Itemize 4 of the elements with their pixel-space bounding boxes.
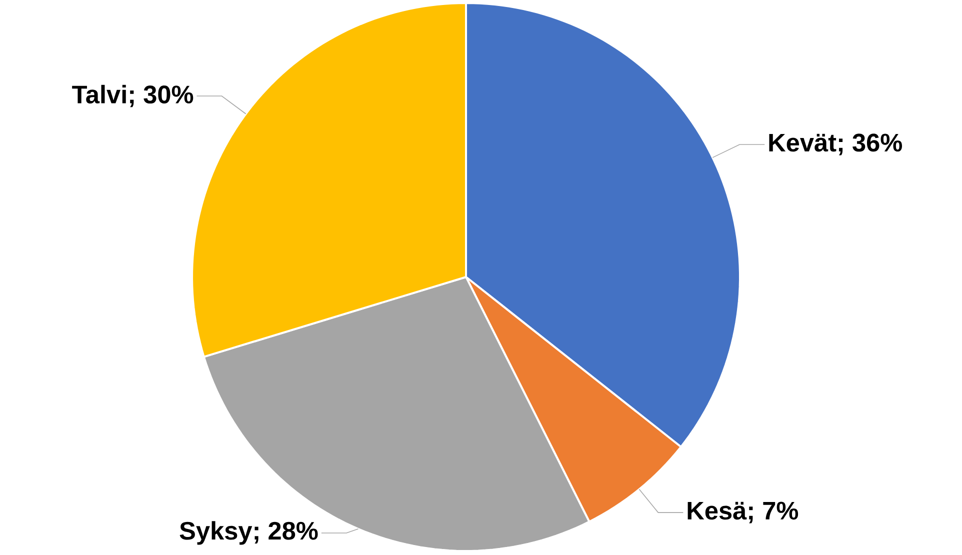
- slice-label: Syksy; 28%: [180, 521, 318, 545]
- slice-label: Kesä; 7%: [688, 502, 798, 524]
- slice-label: Kevät; 36%: [769, 134, 902, 156]
- slice-label: Talvi; 30%: [72, 84, 194, 108]
